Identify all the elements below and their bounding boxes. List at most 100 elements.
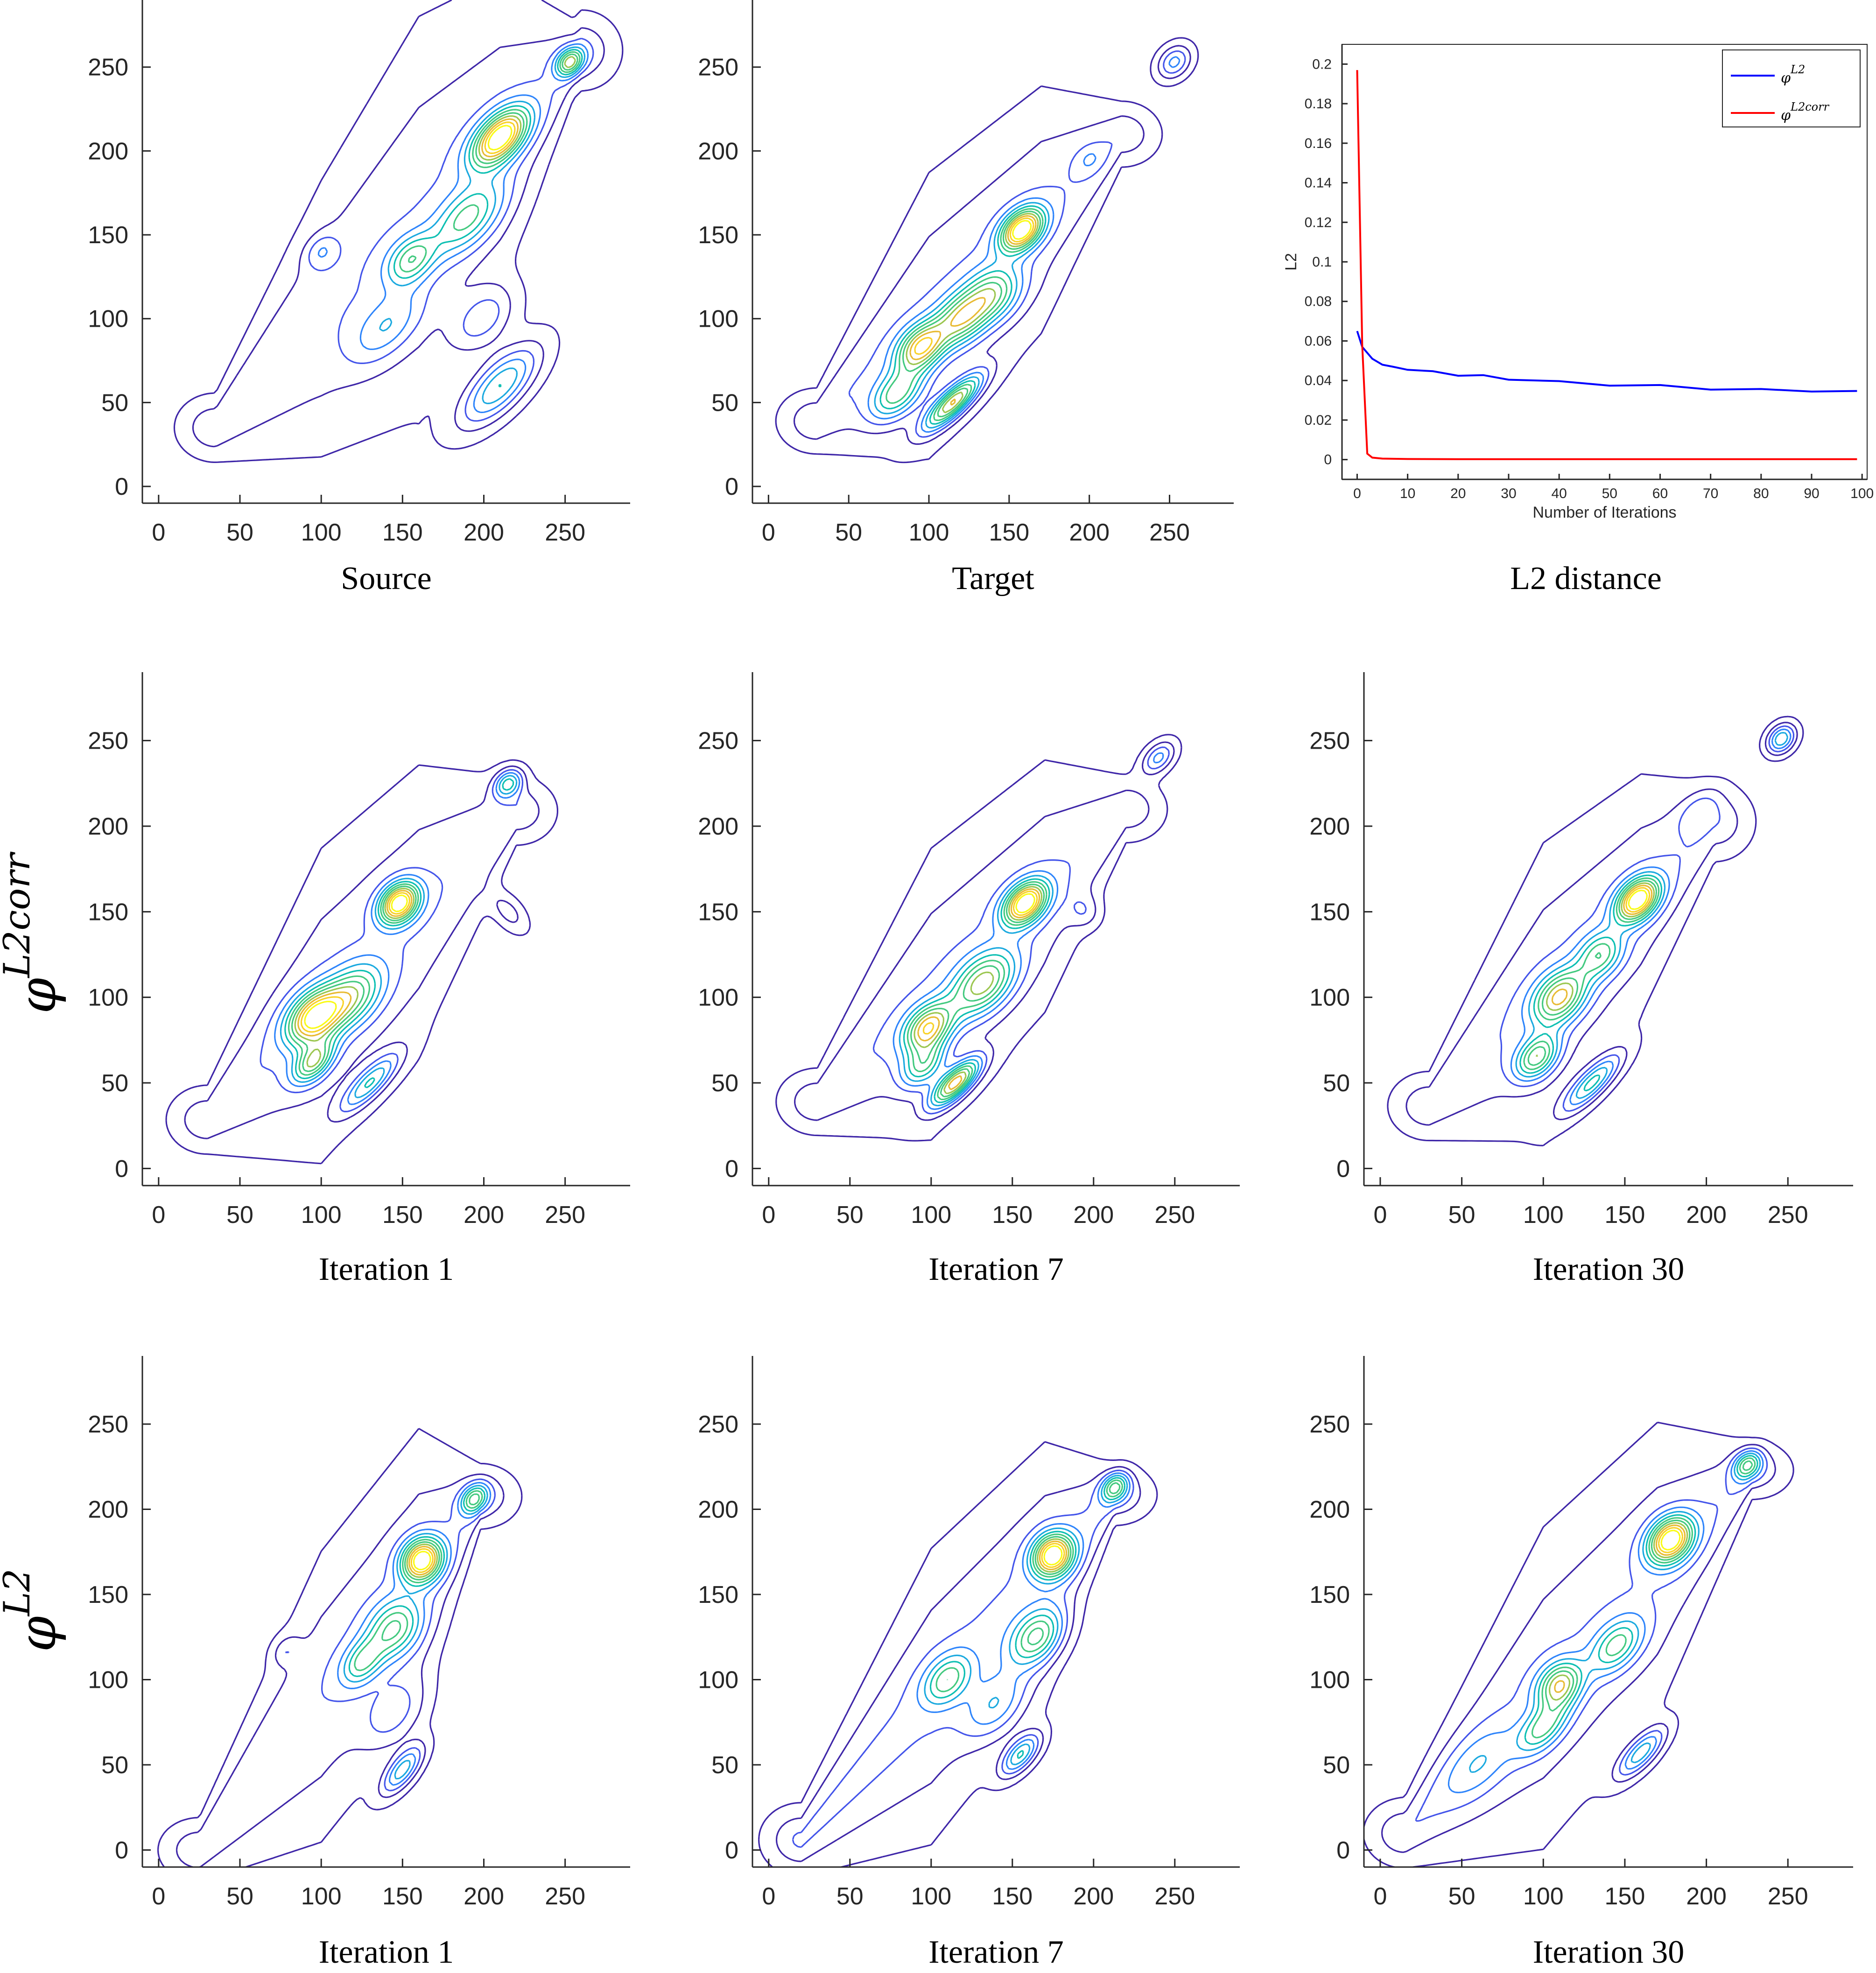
x-tick-label: 200: [464, 1201, 504, 1229]
panel-caption: L2 distance: [1510, 561, 1662, 597]
y-tick-label: 0: [1336, 1155, 1350, 1182]
panel-caption: Iteration 1: [319, 1934, 454, 1970]
y-tick-label: 250: [88, 1411, 128, 1438]
y-tick-label: 200: [698, 1496, 738, 1524]
contour-level-1: [1387, 716, 1804, 1146]
x-tick-label: 250: [545, 519, 585, 546]
chart-corr_it1: 0 50 100 150 200 250 0 50 100 150 200 250 Iteration …: [88, 672, 630, 1287]
contour-level-3: [792, 1469, 1134, 1848]
y-tick-label: 0.18: [1305, 96, 1332, 112]
contour-level-8: [1545, 1460, 1753, 1712]
contour-level-4: [892, 752, 1164, 1110]
contour-level-10: [481, 118, 519, 158]
contour-level-5: [899, 875, 1054, 1107]
y-tick-label: 0.08: [1305, 294, 1332, 309]
contour-level-7: [354, 1490, 483, 1671]
contour-level-6: [393, 49, 583, 388]
contour-level-2: [1405, 722, 1798, 1126]
y-tick-label: 100: [698, 306, 738, 333]
y-tick-label: 250: [698, 1411, 738, 1438]
x-tick-label: 0: [1373, 1883, 1387, 1910]
contour-level-11: [300, 892, 410, 1033]
contour-level-9: [906, 213, 1039, 414]
y-tick-label: 150: [698, 1581, 738, 1608]
x-tick-label: 50: [836, 1201, 864, 1229]
contour-level-1: [775, 734, 1182, 1142]
contour-level-9: [1548, 1522, 1688, 1701]
contour-level-2: [794, 741, 1175, 1121]
x-tick-label: 0: [762, 1883, 775, 1910]
x-tick-label: 150: [989, 519, 1029, 546]
contour-level-7: [935, 1479, 1124, 1692]
y-tick-label: 150: [698, 222, 738, 249]
x-tick-label: 150: [382, 1201, 423, 1229]
contour-level-5: [874, 202, 1050, 429]
y-tick-label: 200: [698, 138, 738, 165]
y-tick-label: 150: [88, 899, 128, 926]
y-tick-label: 150: [1309, 899, 1350, 926]
contour-level-3: [284, 1478, 496, 1791]
row-label-base: φ: [7, 978, 67, 1014]
contour-level-3: [260, 769, 524, 1112]
contour-level-6: [1519, 874, 1663, 1092]
x-tick-label: 30: [1501, 486, 1516, 501]
legend-label-base: φ: [1781, 107, 1791, 124]
x-tick-label: 100: [1523, 1883, 1564, 1910]
contour-level-8: [947, 1482, 1121, 1680]
panel-caption: Iteration 30: [1533, 1934, 1685, 1970]
y-tick-label: 50: [711, 1752, 738, 1779]
series-line-2: [1356, 70, 1857, 460]
contour-level-1: [758, 1441, 1158, 1868]
y-tick-label: 200: [88, 813, 128, 840]
y-axis-title: L2: [1282, 253, 1300, 271]
contour-level-9: [406, 1543, 438, 1578]
contour-level-1: [775, 37, 1199, 463]
y-tick-label: 0: [115, 1837, 128, 1864]
y-tick-label: 250: [1309, 728, 1350, 755]
x-tick-label: 200: [1073, 1883, 1114, 1910]
contour-level-4: [337, 1482, 492, 1786]
contour-level-10: [1554, 1524, 1686, 1693]
x-tick-label: 100: [911, 1883, 951, 1910]
contour-level-6: [903, 878, 1050, 1103]
y-tick-label: 150: [88, 1581, 128, 1608]
contour-level-5: [1468, 1453, 1761, 1773]
y-tick-label: 100: [88, 984, 128, 1011]
contour-level-3: [1415, 1447, 1768, 1822]
contour-level-11: [484, 121, 516, 154]
x-tick-label: 250: [1768, 1883, 1808, 1910]
row-label: φL2: [0, 1569, 67, 1652]
contour-level-8: [1527, 880, 1658, 1066]
row-label-sup: L2corr: [0, 851, 38, 978]
x-tick-label: 100: [301, 1201, 342, 1229]
contour-level-12: [487, 125, 513, 151]
y-tick-label: 50: [1323, 1752, 1350, 1779]
contour-level-6: [929, 1477, 1126, 1759]
legend-label-sup: L2corr: [1790, 100, 1830, 113]
y-tick-label: 150: [698, 899, 738, 926]
contour-level-4: [916, 1472, 1131, 1770]
y-tick-label: 50: [711, 389, 738, 416]
y-tick-label: 200: [698, 813, 738, 840]
y-tick-label: 0: [1336, 1837, 1350, 1864]
x-tick-label: 200: [464, 519, 504, 546]
contour-level-9: [1535, 882, 1655, 1057]
legend-box: [1722, 49, 1861, 127]
y-tick-label: 0: [725, 1155, 738, 1182]
y-tick-label: 150: [88, 222, 128, 249]
contour-level-4: [317, 43, 589, 414]
chart-l2_it30: 0 50 100 150 200 250 0 50 100 150 200 250 Iteration …: [1309, 1356, 1853, 1970]
contour-level-11: [922, 891, 1038, 1035]
contour-level-3: [308, 37, 594, 422]
y-tick-label: 250: [698, 54, 738, 81]
contour-level-12: [304, 894, 408, 1029]
y-tick-label: 50: [101, 1752, 128, 1779]
contour-level-4: [867, 56, 1180, 433]
contour-level-8: [910, 884, 1045, 1098]
y-tick-label: 250: [88, 54, 128, 81]
row-label: φL2corr: [0, 851, 67, 1013]
y-tick-label: 0: [1324, 452, 1332, 468]
y-tick-label: 0: [115, 1155, 128, 1182]
contour-level-12: [413, 1551, 431, 1571]
contour-level-9: [478, 56, 576, 161]
